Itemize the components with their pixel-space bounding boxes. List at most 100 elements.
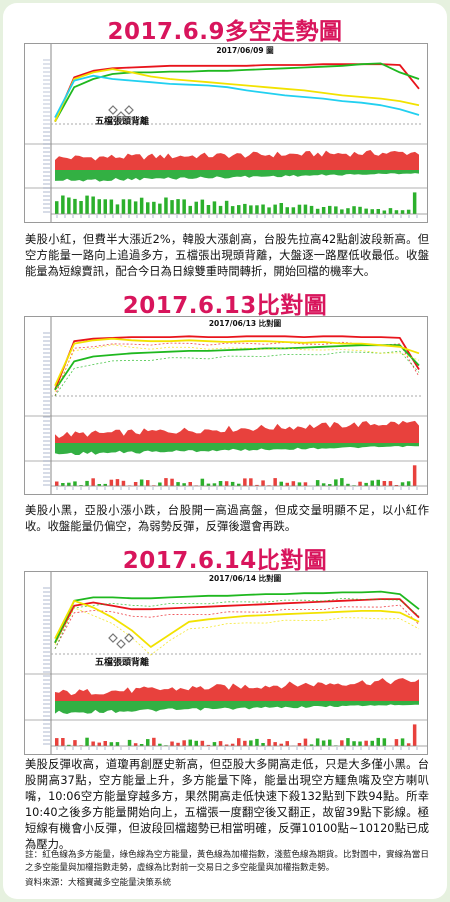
energy-bar [382,481,387,486]
energy-bar [230,743,235,746]
energy-bar [261,743,265,746]
energy-bar [85,737,89,746]
energy-bar [321,740,326,746]
series-line-red [54,598,420,644]
energy-bar [352,206,356,214]
chart-0613: 2017/06/13 比對圖 [24,316,428,495]
energy-bar [109,479,114,486]
footer-note: 註：紅色線為多方能量，綠色線為空方能量，黃色線為加權指數，淺藍色線為期貨。比對圖… [25,850,429,873]
energy-bar [261,480,265,486]
energy-bar [188,739,192,746]
energy-bar [412,724,417,746]
energy-bar [321,483,326,486]
volume-area-red [55,420,419,443]
energy-bar [267,739,271,746]
energy-bar [176,199,180,214]
annotation-divergence: 五檔張頭背離 [95,115,149,127]
energy-bar [164,197,168,214]
energy-bar [346,738,350,746]
energy-bar [388,481,393,486]
chart-date-label: 2017/06/09 圖 [216,45,274,55]
divergence-marker [124,105,134,115]
series-dashed-green [54,597,420,649]
energy-bar [121,480,126,486]
series-line-yellow [54,599,420,648]
energy-bar [97,742,101,746]
energy-bar [133,482,138,486]
energy-bar [243,740,247,746]
energy-bar [376,737,380,746]
energy-bar [103,199,107,214]
energy-bar [139,197,144,214]
energy-bar [218,205,223,214]
energy-bar [297,482,302,486]
energy-bar [67,744,71,746]
section-title-0613: 2017.6.13比對圖 [122,293,328,319]
energy-bar [370,740,374,746]
energy-bar [255,738,259,746]
energy-bar [230,481,235,486]
energy-bar [109,742,114,746]
energy-bar [346,483,350,486]
divergence-marker [124,633,134,643]
energy-bar [152,201,156,214]
series-line-red [54,63,420,122]
energy-bar [412,192,417,214]
energy-bar [400,210,405,214]
energy-bar [340,740,344,746]
energy-bar [321,207,326,214]
energy-bar [73,740,77,746]
energy-bar [237,738,241,746]
energy-bar [133,201,138,214]
energy-bar [334,479,338,486]
energy-bar [364,208,368,214]
energy-bar [388,208,393,214]
divergence-marker [116,111,126,121]
energy-bar [309,744,314,746]
section-title-0614: 2017.6.14比對圖 [122,548,328,574]
energy-bar [382,738,387,746]
energy-bar [67,482,71,486]
energy-bar [297,204,302,214]
energy-bar [334,206,338,214]
energy-bar [188,205,192,214]
energy-bar [85,195,89,214]
volume-area-green [55,701,419,714]
energy-bar [328,205,332,214]
chart-0614: 2017/06/14 比對圖五檔張頭背離 [24,571,428,755]
energy-bar [376,479,380,486]
series-dashed-red [54,604,420,649]
energy-bar [315,480,320,486]
series-line-green [54,62,420,123]
energy-bar [79,201,83,214]
energy-bar [273,204,277,214]
energy-bar [176,742,180,746]
energy-bar [267,207,271,214]
energy-bar [85,480,89,486]
energy-bar [370,480,374,486]
energy-bar [376,209,380,214]
energy-bar [358,206,362,214]
energy-bar [406,209,411,214]
energy-bar [200,199,205,214]
energy-bar [103,741,107,746]
energy-bar [315,208,320,214]
volume-area-red [55,150,419,170]
energy-bar [261,204,265,214]
energy-bar [170,200,174,214]
infographic-panel: 2017.6.9多空走勢圖 2017/06/09 圖五檔張頭背離 美股小紅，但費… [3,3,447,899]
energy-bar [73,481,77,486]
annotation-divergence: 五檔張頭背離 [95,656,149,668]
energy-bar [285,482,289,486]
energy-bar [394,739,399,746]
series-line-cyan [54,74,420,118]
energy-bar [394,210,399,214]
energy-bar [182,199,186,214]
chart-date-label: 2017/06/14 比對圖 [209,573,282,583]
description-0609: 美股小紅，但費半大漲近2%，韓股大漲創高，台股先拉高42點創波段新高。但空方能量… [25,233,429,278]
energy-bar [200,478,205,486]
energy-bar [218,481,223,486]
energy-bar [412,465,417,486]
chart-date-label: 2017/06/13 比對圖 [209,318,282,328]
